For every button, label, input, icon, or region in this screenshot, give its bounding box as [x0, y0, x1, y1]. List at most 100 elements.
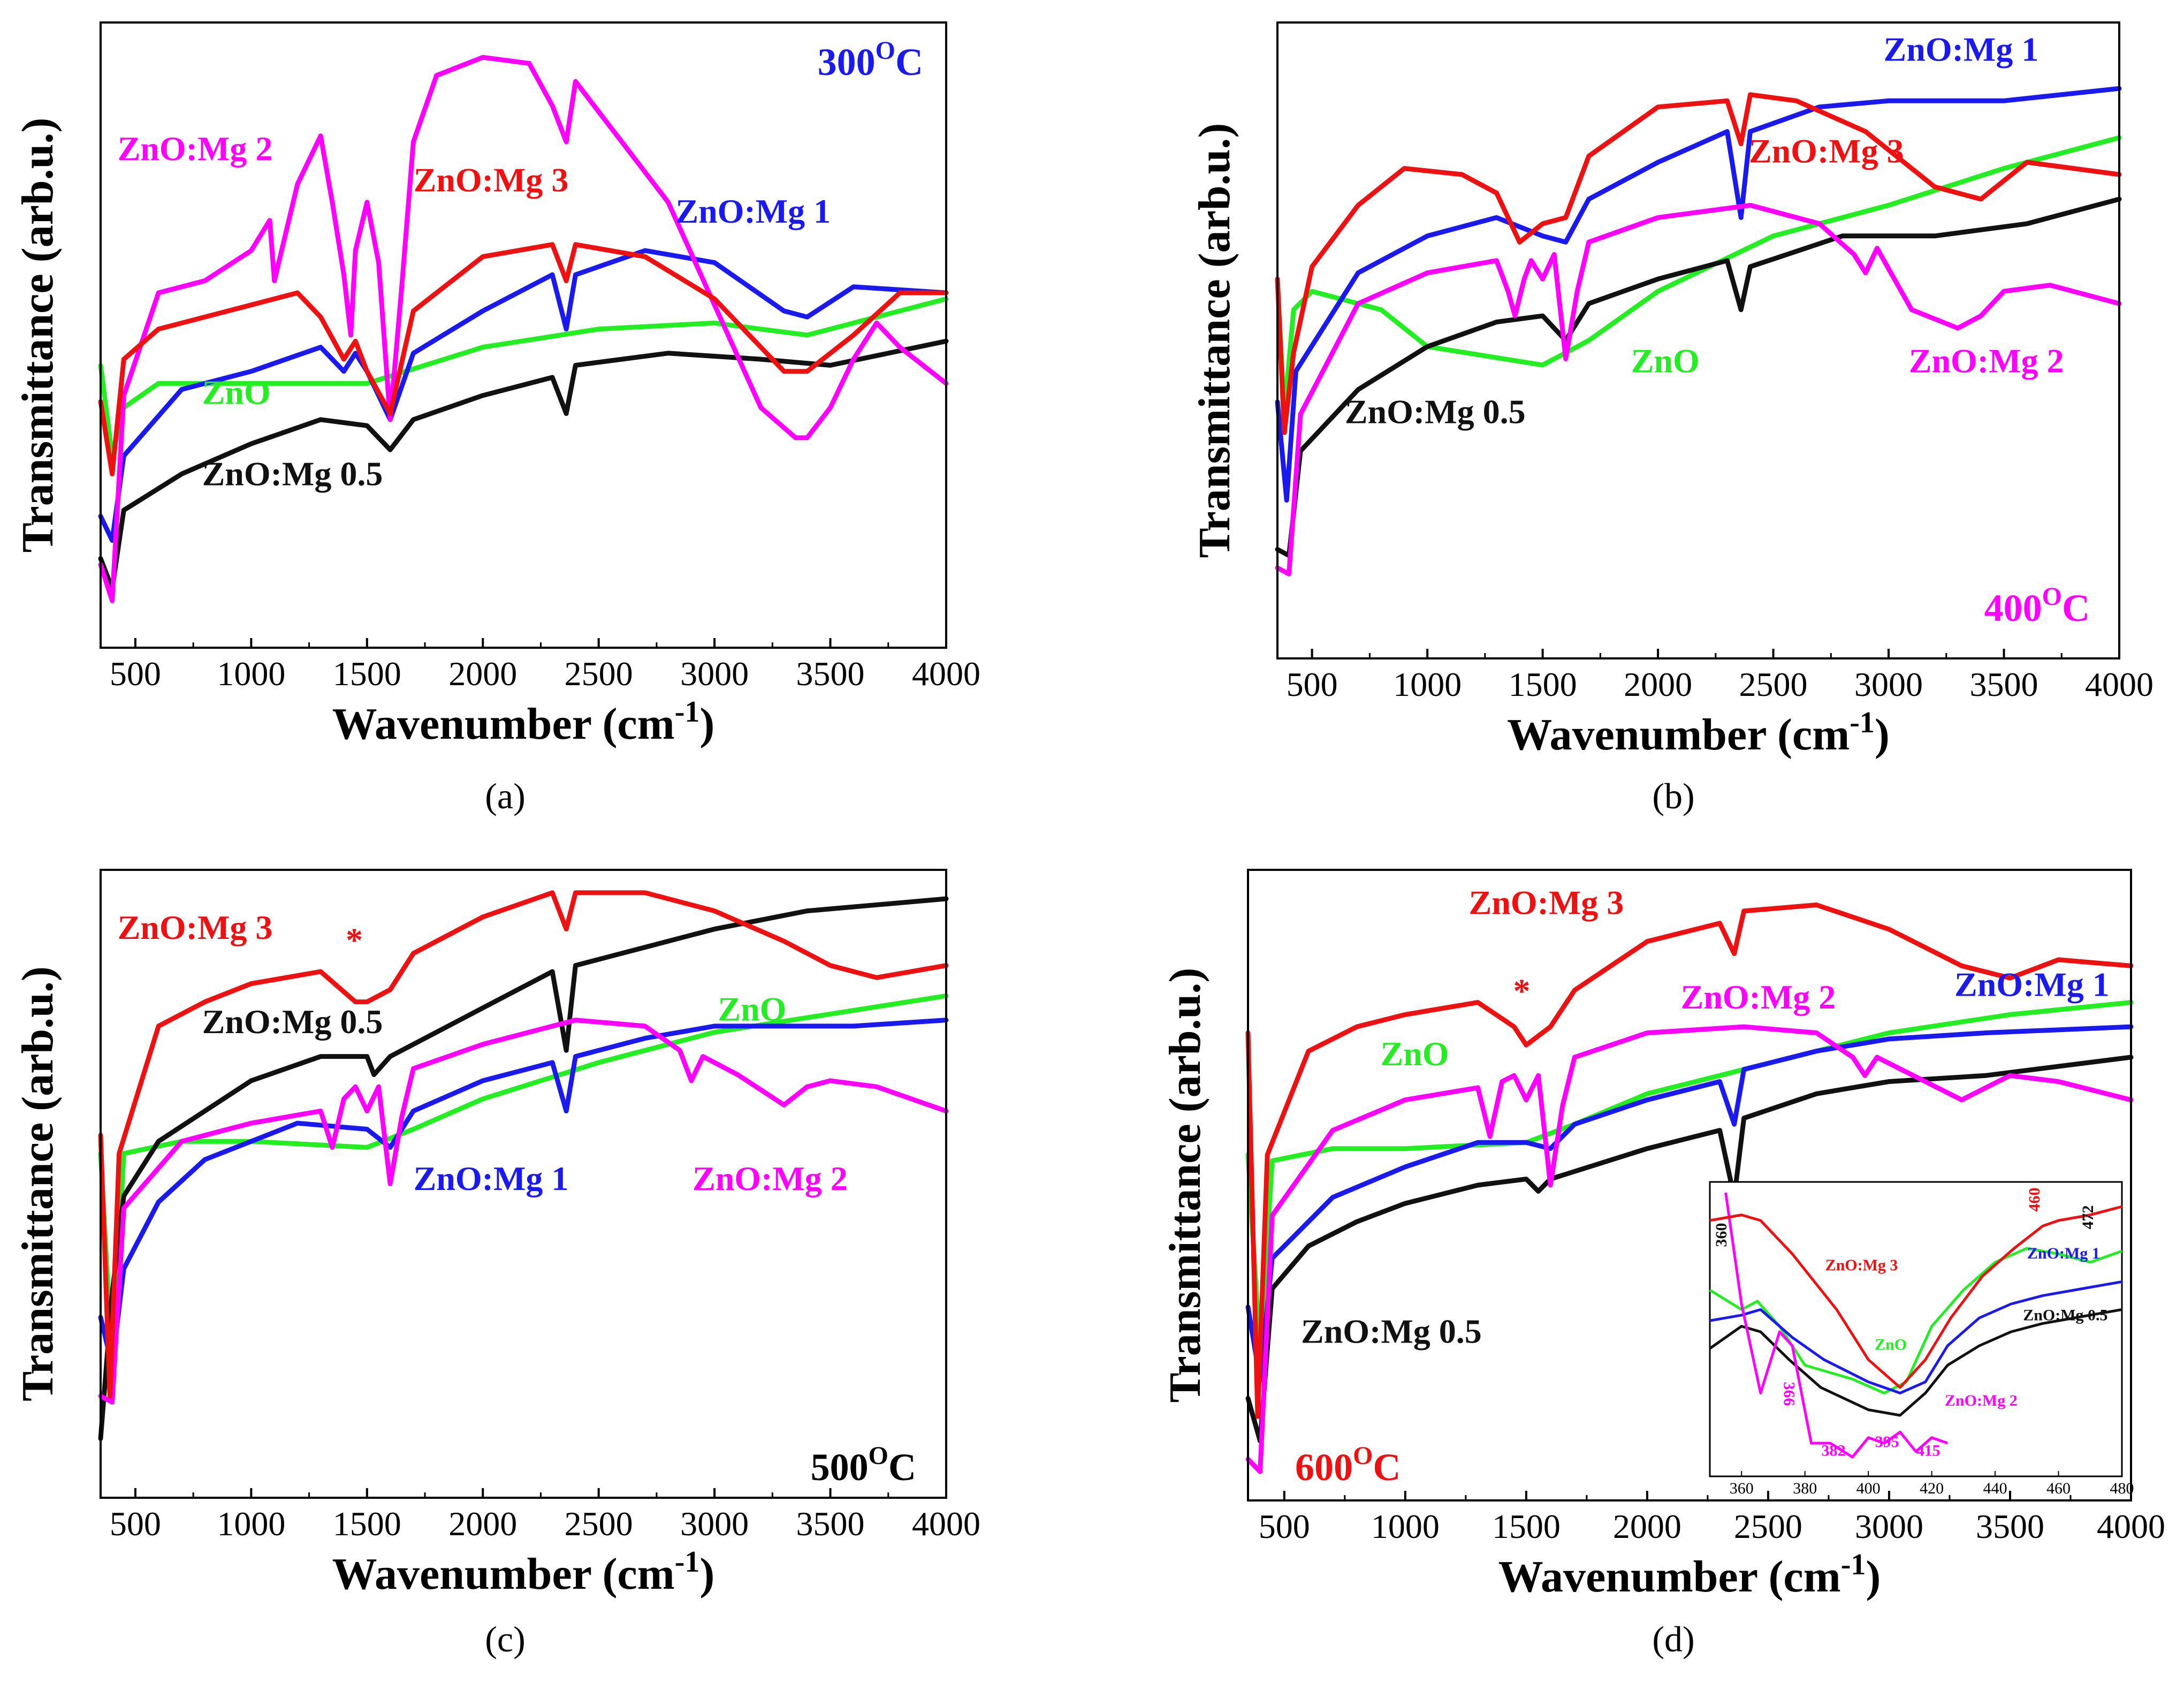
panel-caption: (d) — [1652, 1619, 1694, 1659]
plot-frame — [100, 869, 947, 1499]
series-label-zno-mg-1: ZnO:Mg 1 — [1884, 30, 2039, 68]
series-zno-line — [1245, 1000, 2134, 1359]
inset-series-zno-mg-2-line — [1724, 1192, 1949, 1459]
temperature-value: 400 — [1984, 587, 2042, 630]
x-tick-label: 4000 — [912, 1505, 980, 1543]
series-zno-mg-0-5-line — [1245, 1055, 2134, 1444]
series-label-zno: ZnO — [202, 373, 271, 411]
x-axis-title-main: Wavenumber (cm — [1507, 710, 1850, 760]
x-tick-label: 3500 — [1970, 665, 2038, 703]
y-axis-title: Transmittance (arb.u.) — [1190, 123, 1239, 558]
x-tick-label: 2500 — [1734, 1507, 1802, 1545]
series-zno-mg-2-line — [98, 1018, 949, 1405]
inset-x-tick-label: 380 — [1793, 1480, 1817, 1497]
x-tick-label: 2500 — [565, 1505, 633, 1543]
inset-series-label-zno-mg-2: ZnO:Mg 2 — [1945, 1392, 2018, 1409]
inset-peak-label: 415 — [1916, 1442, 1941, 1460]
x-tick-label: 4000 — [912, 655, 980, 693]
x-tick-label: 1000 — [1371, 1507, 1440, 1545]
x-tick-label: 4000 — [2097, 1507, 2165, 1545]
panel-a: 500 1000 1500 2000 2500 3000 3500 4000 Wavenumbe… — [13, 21, 980, 816]
asterisk-annotation: * — [1513, 972, 1531, 1010]
inset-x-tick-label: 360 — [1730, 1480, 1754, 1497]
panel-caption: (b) — [1652, 776, 1694, 816]
temperature-unit: C — [895, 41, 923, 84]
x-axis-title: Wavenumber (cm-1) — [1507, 706, 1890, 760]
series-zno-mg-2-line — [1275, 202, 2122, 577]
x-axis-title: Wavenumber (cm-1) — [332, 1545, 715, 1599]
inset-peak-label: 472 — [2079, 1205, 2097, 1230]
x-tick-label: 3000 — [1855, 1507, 1923, 1545]
inset-x-tick-label: 460 — [2046, 1480, 2071, 1497]
temperature-unit: C — [1373, 1446, 1401, 1489]
x-tick-label: 4000 — [2085, 665, 2153, 703]
series-label-zno: ZnO — [1631, 342, 1700, 380]
inset-peak-label: 360 — [1713, 1223, 1730, 1247]
series-zno-mg-2-line — [1245, 1024, 2134, 1474]
temperature-sup: O — [869, 1442, 888, 1470]
inset-series-zno-mg-1-line — [1709, 1280, 2122, 1394]
temperature-value: 600 — [1295, 1446, 1353, 1489]
x-tick-label: 1500 — [333, 655, 401, 693]
x-tick-label: 500 — [1259, 1507, 1310, 1545]
x-axis-title-main: Wavenumber (cm — [332, 699, 675, 749]
series-label-zno-mg-0-5: ZnO:Mg 0.5 — [1301, 1313, 1482, 1351]
series-zno-mg-2-line — [98, 55, 949, 603]
x-axis-title-main: Wavenumber (cm — [1498, 1552, 1841, 1602]
x-tick-label: 3000 — [1854, 665, 1923, 703]
series-zno-line — [98, 993, 949, 1368]
x-tick-label: 3500 — [1976, 1507, 2044, 1545]
series-label-zno-mg-3: ZnO:Mg 3 — [414, 161, 569, 199]
temperature-label: 600OC — [1295, 1442, 1401, 1489]
temperature-label: 500OC — [811, 1442, 916, 1489]
temperature-value: 300 — [818, 41, 876, 84]
x-tick-label: 2500 — [565, 655, 633, 693]
inset-x-tick-label: 480 — [2110, 1480, 2134, 1497]
x-tick-label: 2000 — [448, 655, 517, 693]
panel-c: 500 1000 1500 2000 2500 3000 3500 4000 Wavenumbe… — [13, 869, 980, 1659]
series-zno-mg-3-line — [98, 242, 949, 476]
temperature-label: 300OC — [818, 36, 923, 84]
inset-x-tick-label: 400 — [1856, 1480, 1881, 1497]
series-label-zno-mg-1: ZnO:Mg 1 — [675, 192, 831, 230]
series-zno-mg-3-line — [1245, 903, 2134, 1419]
x-axis-title: Wavenumber (cm-1) — [1498, 1548, 1881, 1602]
y-axis-title: Transmittance (arb.u.) — [1160, 968, 1210, 1403]
inset-peak-label: 395 — [1875, 1433, 1899, 1451]
x-axis-title-sup: -1 — [675, 1545, 700, 1579]
x-tick-label: 2000 — [1624, 665, 1692, 703]
inset-series-label-zno-mg-3: ZnO:Mg 3 — [1825, 1256, 1898, 1274]
series-label-zno-mg-1: ZnO:Mg 1 — [1954, 966, 2110, 1004]
x-tick-label: 1000 — [217, 655, 285, 693]
x-axis-title-close: ) — [1875, 710, 1890, 760]
x-tick-label: 500 — [110, 655, 161, 693]
series-zno-mg-1-line — [1275, 86, 2122, 503]
temperature-label: 400OC — [1984, 582, 2090, 630]
inset-x-tick-label: 440 — [1983, 1480, 2007, 1497]
x-tick-label: 3000 — [680, 655, 749, 693]
series-label-zno-mg-2: ZnO:Mg 2 — [1681, 978, 1836, 1016]
x-axis-title-sup: -1 — [675, 695, 700, 729]
x-axis-title-sup: -1 — [1841, 1548, 1866, 1581]
x-axis-title: Wavenumber (cm-1) — [332, 695, 715, 749]
panel-d: 500 1000 1500 2000 2500 3000 3500 4000 Wavenumbe… — [1160, 869, 2165, 1659]
series-zno-mg-3-line — [1275, 92, 2122, 435]
series-zno-mg-0-5-line — [98, 338, 949, 592]
inset-series-label-zno: ZnO — [1875, 1336, 1907, 1354]
temperature-sup: O — [2042, 582, 2062, 611]
asterisk-annotation: * — [346, 921, 363, 959]
x-tick-label: 2000 — [1613, 1507, 1681, 1545]
x-tick-label: 1500 — [1492, 1507, 1561, 1545]
panel-caption: (c) — [485, 1619, 525, 1659]
inset-peak-label: 366 — [1780, 1382, 1798, 1406]
plot-frame — [100, 21, 947, 649]
y-axis-title: Transmittance (arb.u.) — [13, 118, 63, 553]
series-zno-mg-1-line — [98, 248, 949, 543]
panel-caption: (a) — [485, 776, 525, 816]
inset-peak-label: 460 — [2026, 1188, 2043, 1212]
temperature-unit: C — [2062, 587, 2090, 630]
x-tick-label: 3000 — [680, 1505, 749, 1543]
x-tick-label: 1500 — [333, 1505, 401, 1543]
series-label-zno-mg-2: ZnO:Mg 2 — [118, 130, 273, 168]
series-label-zno-mg-3: ZnO:Mg 3 — [1469, 883, 1624, 921]
